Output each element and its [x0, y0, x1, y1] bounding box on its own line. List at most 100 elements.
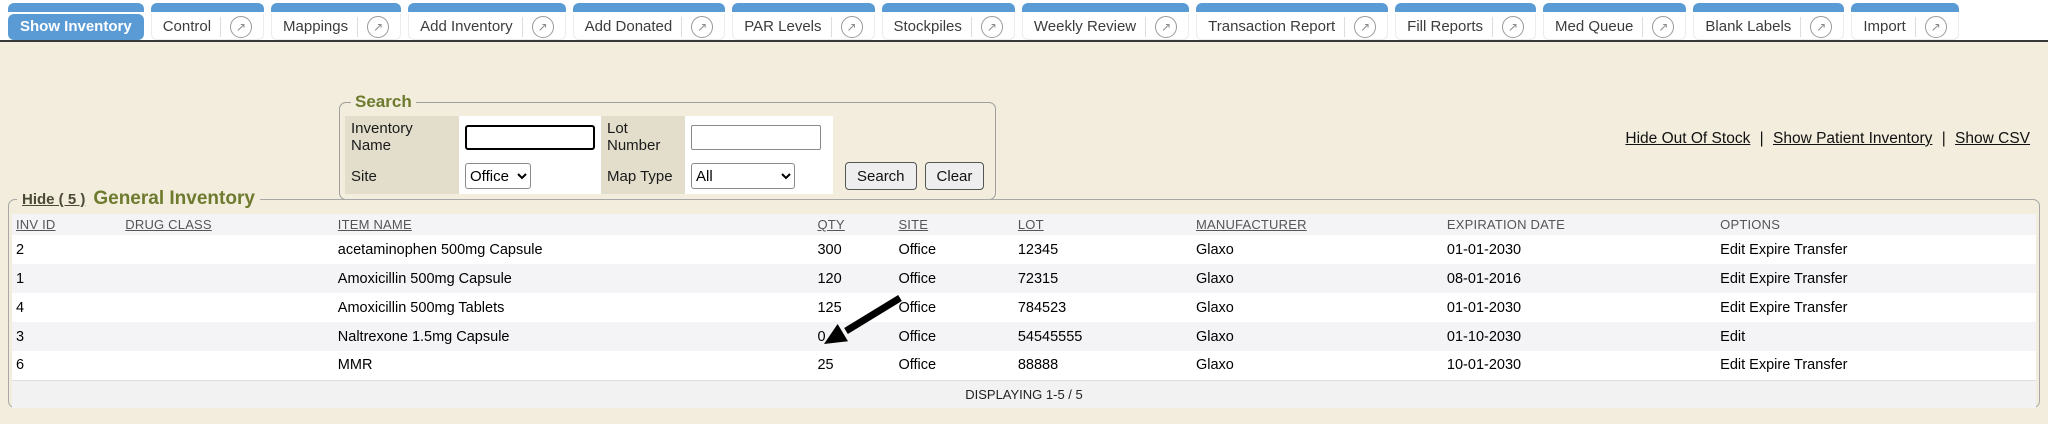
show-csv-link[interactable]: Show CSV: [1955, 130, 2030, 147]
cell-options[interactable]: Edit Expire Transfer: [1716, 264, 2036, 293]
cell-qty: 125: [817, 299, 842, 316]
hide-count-link[interactable]: Hide ( 5 ): [22, 191, 86, 208]
external-link-icon[interactable]: ↗: [980, 15, 1003, 38]
tab-import[interactable]: Import ↗: [1851, 3, 1959, 40]
tab-cap: [1021, 3, 1190, 12]
tab-divider: [1145, 16, 1147, 37]
column-header-inv-id[interactable]: INV ID: [12, 214, 122, 235]
cell-options[interactable]: Edit: [1716, 322, 2036, 351]
tab-show-inventory[interactable]: Show Inventory: [8, 3, 144, 40]
cell-manufacturer: Glaxo: [1191, 264, 1443, 293]
cell-options[interactable]: Edit Expire Transfer: [1720, 299, 1848, 316]
cell-item-name: acetaminophen 500mg Capsule: [337, 241, 543, 258]
cell-drug-class: [121, 322, 334, 351]
search-legend: Search: [355, 92, 412, 111]
cell-drug-class: [121, 293, 334, 322]
displaying-status: DISPLAYING 1-5 / 5: [12, 379, 2036, 408]
tab-cap: [881, 3, 1015, 12]
lot-number-label: Lot Number: [601, 116, 685, 158]
tab-cap: [1693, 3, 1845, 12]
tab-control[interactable]: Control ↗: [150, 3, 265, 40]
site-select[interactable]: Office: [465, 163, 531, 189]
tab-divider: [1914, 16, 1916, 37]
hide-out-of-stock-link[interactable]: Hide Out Of Stock: [1625, 130, 1751, 147]
cell-lot: 54545555: [1013, 322, 1192, 351]
tab-transaction-report[interactable]: Transaction Report ↗: [1196, 3, 1389, 40]
lot-number-input[interactable]: [691, 124, 821, 150]
external-link-icon[interactable]: ↗: [230, 15, 253, 38]
table-row: 1 Amoxicillin 500mg Capsule 120 Office 7…: [12, 264, 2036, 293]
column-header-qty[interactable]: QTY: [813, 214, 895, 235]
header-row: INV ID DRUG CLASS ITEM NAME QTY SITE LOT…: [12, 214, 2036, 235]
map-type-select[interactable]: All: [691, 163, 795, 189]
column-header-lot[interactable]: LOT: [1013, 214, 1192, 235]
column-header-manufacturer[interactable]: MANUFACTURER: [1191, 214, 1443, 235]
external-link-icon[interactable]: ↗: [531, 15, 554, 38]
tab-label: Blank Labels: [1705, 18, 1792, 35]
external-link-icon[interactable]: ↗: [1354, 15, 1377, 38]
column-header-site[interactable]: SITE: [894, 214, 1014, 235]
cell-site: Office: [894, 322, 1014, 351]
cell-expiration-date: 10-01-2030: [1446, 357, 1522, 374]
tab-med-queue[interactable]: Med Queue ↗: [1543, 3, 1687, 40]
show-patient-inventory-link[interactable]: Show Patient Inventory: [1772, 130, 1933, 147]
general-inventory-title: General Inventory: [93, 188, 255, 209]
tab-weekly-review[interactable]: Weekly Review ↗: [1021, 3, 1190, 40]
external-link-icon[interactable]: ↗: [691, 15, 714, 38]
cell-lot: 88888: [1017, 357, 1059, 374]
cell-inv-id: 4: [16, 299, 25, 316]
cell-inv-id: 1: [12, 264, 122, 293]
tab-add-inventory[interactable]: Add Inventory ↗: [408, 3, 566, 40]
tab-cap: [572, 3, 726, 12]
tab-par-levels[interactable]: PAR Levels ↗: [732, 3, 875, 40]
inventory-name-input[interactable]: [465, 124, 595, 150]
cell-options[interactable]: Edit Expire Transfer: [1720, 357, 1848, 374]
cell-drug-class: [121, 351, 334, 380]
cell-inv-id: 3: [12, 322, 122, 351]
cell-drug-class: [121, 264, 334, 293]
external-link-icon[interactable]: ↗: [1924, 15, 1947, 38]
cell-site: Office: [894, 264, 1014, 293]
cell-qty: 120: [813, 264, 895, 293]
external-link-icon[interactable]: ↗: [1155, 15, 1178, 38]
tab-cap: [271, 3, 402, 12]
search-actions: Search Clear: [833, 158, 990, 194]
tab-divider: [1344, 16, 1346, 37]
tab-divider: [970, 16, 972, 37]
search-grid: Inventory Name Lot Number Site Office Ma…: [345, 116, 990, 194]
external-link-icon[interactable]: ↗: [1502, 15, 1525, 38]
column-header-options: OPTIONS: [1716, 214, 2036, 235]
tab-divider: [830, 16, 832, 37]
tab-blank-labels[interactable]: Blank Labels ↗: [1693, 3, 1845, 40]
tab-divider: [681, 16, 683, 37]
tab-cap: [1543, 3, 1687, 12]
tab-cap: [8, 3, 144, 12]
column-header-expiration-date: EXPIRATION DATE: [1442, 214, 1717, 235]
cell-expiration-date: 01-01-2030: [1446, 241, 1522, 258]
cell-inv-id: 2: [16, 241, 25, 258]
clear-button[interactable]: Clear: [924, 162, 985, 190]
tab-label: Control: [162, 18, 212, 35]
cell-manufacturer: Glaxo: [1191, 322, 1443, 351]
cell-options[interactable]: Edit Expire Transfer: [1720, 241, 1848, 258]
tab-add-donated[interactable]: Add Donated ↗: [572, 3, 726, 40]
column-header-item-name[interactable]: ITEM NAME: [333, 214, 814, 235]
tab-stockpiles[interactable]: Stockpiles ↗: [881, 3, 1015, 40]
column-header-drug-class[interactable]: DRUG CLASS: [121, 214, 334, 235]
tab-label: Med Queue: [1555, 18, 1634, 35]
external-link-icon[interactable]: ↗: [367, 15, 390, 38]
external-link-icon[interactable]: ↗: [1652, 15, 1675, 38]
inventory-table: INV ID DRUG CLASS ITEM NAME QTY SITE LOT…: [12, 214, 2036, 408]
table-row: 4 Amoxicillin 500mg Tablets 125 Office 7…: [12, 293, 2036, 322]
table-row: 3 Naltrexone 1.5mg Capsule 0 Office 5454…: [12, 322, 2036, 351]
search-button[interactable]: Search: [845, 162, 917, 190]
tab-fill-reports[interactable]: Fill Reports ↗: [1395, 3, 1537, 40]
tab-cap: [408, 3, 566, 12]
cell-expiration-date: 08-01-2016: [1442, 264, 1717, 293]
tab-mappings[interactable]: Mappings ↗: [271, 3, 402, 40]
external-link-icon[interactable]: ↗: [1810, 15, 1833, 38]
tab-cap: [1196, 3, 1389, 12]
cell-item-name: MMR: [337, 357, 373, 374]
external-link-icon[interactable]: ↗: [840, 15, 863, 38]
tab-divider: [1492, 16, 1494, 37]
